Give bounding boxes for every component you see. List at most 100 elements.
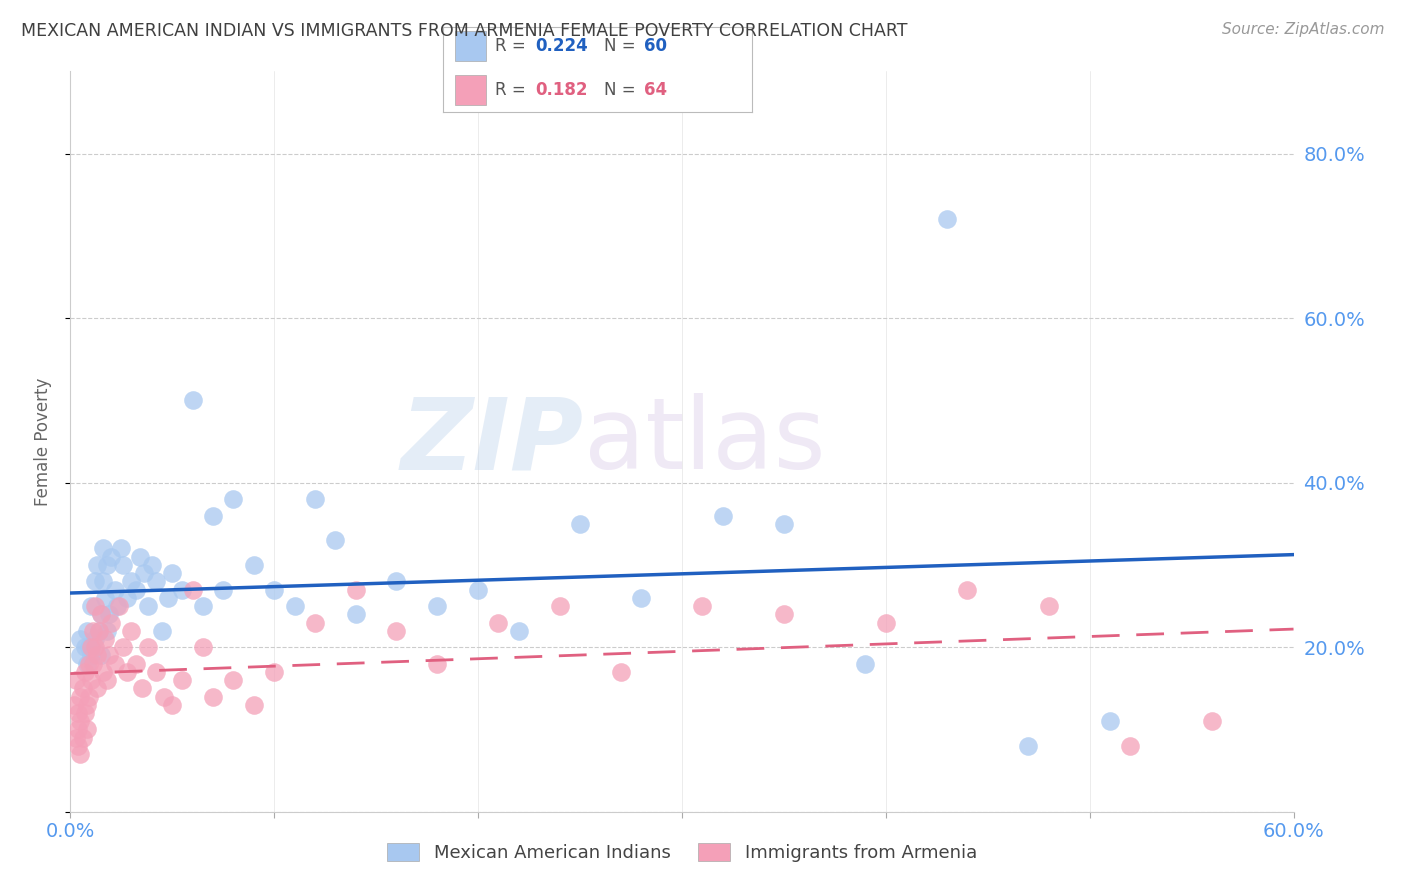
Point: [91, 665, 114, 679]
Point: [117, 665, 139, 679]
Point: [100, 549, 122, 564]
Point: [1038, 599, 1060, 613]
Point: [76, 657, 98, 671]
Point: [86, 648, 108, 663]
Point: [124, 657, 146, 671]
Point: [117, 591, 139, 605]
Point: [79, 599, 103, 613]
Point: [83, 599, 105, 613]
Point: [72, 681, 94, 696]
Point: [77, 657, 100, 671]
Point: [96, 673, 118, 687]
Point: [875, 615, 897, 630]
Point: [136, 599, 159, 613]
FancyBboxPatch shape: [456, 31, 486, 61]
Y-axis label: Female Poverty: Female Poverty: [34, 377, 52, 506]
Point: [385, 574, 408, 589]
Point: [131, 681, 153, 696]
Text: N =: N =: [603, 37, 641, 54]
Point: [94, 632, 117, 646]
Point: [69, 747, 91, 761]
Point: [69, 690, 91, 704]
Point: [150, 624, 173, 638]
Point: [304, 492, 326, 507]
Text: 0.224: 0.224: [536, 37, 589, 54]
Point: [956, 582, 979, 597]
Point: [79, 673, 103, 687]
Point: [98, 607, 121, 622]
Point: [91, 574, 114, 589]
Text: 60: 60: [644, 37, 666, 54]
Point: [172, 582, 194, 597]
Point: [76, 698, 98, 712]
Point: [141, 558, 163, 572]
Point: [86, 558, 108, 572]
Point: [67, 723, 90, 737]
Point: [63, 698, 86, 712]
Point: [323, 533, 347, 548]
Text: R =: R =: [495, 81, 531, 99]
Text: MEXICAN AMERICAN INDIAN VS IMMIGRANTS FROM ARMENIA FEMALE POVERTY CORRELATION CH: MEXICAN AMERICAN INDIAN VS IMMIGRANTS FR…: [21, 22, 908, 40]
Point: [86, 681, 108, 696]
Point: [568, 516, 592, 531]
Point: [202, 690, 225, 704]
Point: [690, 599, 713, 613]
Point: [72, 731, 94, 745]
Point: [212, 582, 235, 597]
Point: [98, 648, 121, 663]
Point: [121, 624, 143, 638]
Point: [124, 582, 146, 597]
Point: [162, 698, 183, 712]
Point: [69, 632, 91, 646]
Point: [284, 599, 307, 613]
Point: [243, 558, 266, 572]
Point: [112, 640, 135, 655]
Point: [162, 566, 183, 581]
Point: [1201, 714, 1223, 729]
Point: [548, 599, 571, 613]
Point: [136, 640, 159, 655]
Point: [385, 624, 408, 638]
Point: [773, 607, 796, 622]
Point: [467, 582, 489, 597]
Point: [344, 582, 367, 597]
Point: [82, 624, 104, 638]
Point: [83, 632, 105, 646]
Point: [90, 607, 112, 622]
Point: [630, 591, 652, 605]
Point: [105, 599, 128, 613]
Point: [104, 657, 127, 671]
Text: N =: N =: [603, 81, 641, 99]
Text: ZIP: ZIP: [401, 393, 583, 490]
Point: [1099, 714, 1122, 729]
Point: [65, 731, 87, 745]
Point: [73, 706, 96, 720]
Point: [76, 624, 98, 638]
Point: [65, 673, 87, 687]
Point: [936, 212, 959, 227]
Point: [96, 624, 118, 638]
Point: [83, 640, 105, 655]
Point: [263, 582, 285, 597]
Point: [243, 698, 266, 712]
Point: [191, 599, 214, 613]
Point: [112, 558, 135, 572]
Point: [145, 574, 167, 589]
Point: [157, 591, 180, 605]
Point: [773, 516, 796, 531]
Point: [610, 665, 633, 679]
Point: [79, 640, 103, 655]
Point: [83, 574, 105, 589]
Point: [76, 723, 98, 737]
Point: [711, 508, 734, 523]
Point: [67, 739, 90, 753]
Point: [153, 690, 176, 704]
Point: [69, 648, 91, 663]
Point: [94, 591, 117, 605]
Point: [91, 541, 114, 556]
Point: [508, 624, 530, 638]
Point: [79, 648, 103, 663]
Point: [73, 665, 96, 679]
Text: 64: 64: [644, 81, 666, 99]
Point: [222, 492, 245, 507]
